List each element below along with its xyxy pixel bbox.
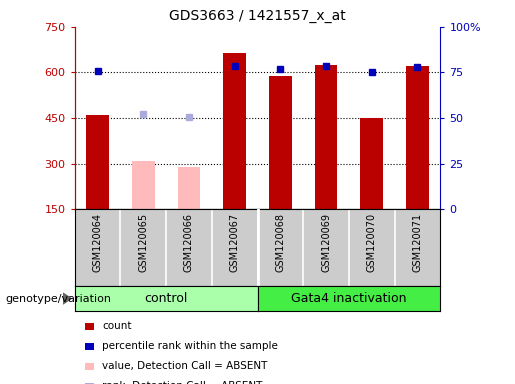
Title: GDS3663 / 1421557_x_at: GDS3663 / 1421557_x_at [169,9,346,23]
Text: GSM120065: GSM120065 [138,213,148,272]
Text: value, Detection Call = ABSENT: value, Detection Call = ABSENT [102,361,267,371]
Text: GSM120068: GSM120068 [276,213,285,272]
Bar [86,115,109,209]
Bar [269,76,292,209]
Text: GSM120071: GSM120071 [413,213,422,272]
Text: GSM120066: GSM120066 [184,213,194,272]
Bar [360,118,383,209]
Text: GSM120070: GSM120070 [367,213,377,272]
Bar [406,66,429,209]
Text: GSM120064: GSM120064 [93,213,102,272]
Text: GSM120069: GSM120069 [321,213,331,272]
Bar [315,65,337,209]
Polygon shape [63,293,71,304]
Text: rank, Detection Call = ABSENT: rank, Detection Call = ABSENT [102,381,262,384]
Text: genotype/variation: genotype/variation [5,293,111,304]
Bar [132,161,154,209]
Text: percentile rank within the sample: percentile rank within the sample [102,341,278,351]
Text: Gata4 inactivation: Gata4 inactivation [291,292,407,305]
Bar [223,53,246,209]
Text: count: count [102,321,131,331]
Text: GSM120067: GSM120067 [230,213,239,272]
Text: control: control [144,292,188,305]
Bar [178,167,200,209]
